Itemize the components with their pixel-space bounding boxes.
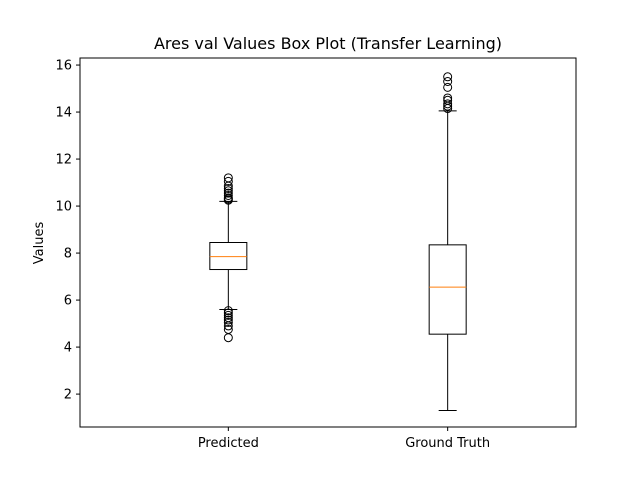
plot-area: 2 4 6 8 10 12 14 16 Predicted Ground Truth xyxy=(55,59,490,451)
chart-title: Ares val Values Box Plot (Transfer Learn… xyxy=(154,34,502,53)
outlier-point xyxy=(443,99,453,109)
outlier-point xyxy=(223,308,233,318)
outlier-point xyxy=(223,321,233,331)
x-tick-label: Predicted xyxy=(198,436,259,451)
outlier-point xyxy=(223,333,233,343)
outlier-point xyxy=(223,190,233,200)
y-tick-label: 8 xyxy=(64,247,72,262)
box-group-1: Ground Truth xyxy=(405,72,490,451)
plot-frame xyxy=(79,57,577,428)
outlier-point xyxy=(223,315,233,325)
outlier-point xyxy=(223,173,233,183)
iqr-box xyxy=(428,244,467,335)
y-tick-label: 16 xyxy=(55,59,72,74)
outlier-point xyxy=(223,306,233,316)
y-tick-label: 4 xyxy=(64,341,72,356)
y-tick-label: 14 xyxy=(55,106,72,121)
outlier-point xyxy=(223,317,233,327)
y-tick-label: 12 xyxy=(55,153,72,168)
outlier-point xyxy=(443,77,453,87)
y-tick-label: 10 xyxy=(55,200,72,215)
y-axis-label: Values xyxy=(32,222,47,265)
outlier-point xyxy=(223,310,233,320)
y-tick-label: 2 xyxy=(64,388,72,403)
outlier-point xyxy=(223,183,233,193)
box-group-0: Predicted xyxy=(198,173,259,451)
outlier-point xyxy=(443,93,453,103)
outlier-point xyxy=(443,82,453,92)
iqr-box xyxy=(209,242,248,271)
outlier-point xyxy=(223,186,233,196)
y-tick-label: 6 xyxy=(64,294,72,309)
outlier-point xyxy=(443,72,453,82)
outlier-point xyxy=(223,193,233,203)
x-tick-label: Ground Truth xyxy=(405,436,490,451)
outlier-point xyxy=(223,176,233,186)
outlier-point xyxy=(443,95,453,105)
outlier-point xyxy=(223,188,233,198)
